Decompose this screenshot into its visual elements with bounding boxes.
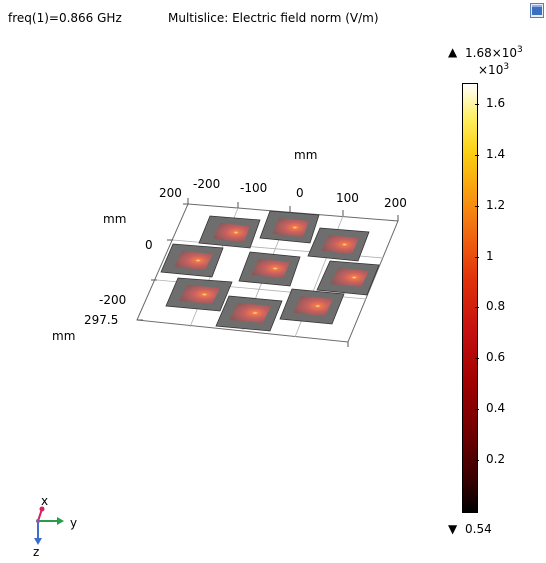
colorbar-min-label: 0.54 <box>465 522 492 536</box>
slice-tile <box>279 288 345 325</box>
min-triangle-icon: ▼ <box>448 522 458 536</box>
y-tick-label: 200 <box>159 186 182 200</box>
slice-tile <box>198 215 261 249</box>
triad-x-label: x <box>41 494 49 508</box>
slice-tile <box>238 251 301 287</box>
x-tick-label: 0 <box>296 186 304 200</box>
max-triangle-icon: ▲ <box>448 45 458 59</box>
tick-marks <box>137 198 399 347</box>
colorbar-tick <box>475 155 479 156</box>
colorbar-tick-label: 1.6 <box>486 96 506 110</box>
colorbar-tick <box>475 307 479 308</box>
slice-tile <box>160 243 224 278</box>
slice-tile <box>307 227 370 262</box>
z-tick-label: 297.5 <box>84 313 119 327</box>
y-tick-label: -200 <box>99 293 127 307</box>
axis-unit-bottom: mm <box>52 329 76 343</box>
colorbar-tick <box>475 460 479 461</box>
colorbar-max-label: 1.68×103 <box>465 45 523 60</box>
colorbar-tick <box>475 206 479 207</box>
window-icon[interactable] <box>530 3 544 18</box>
colorbar-tick <box>475 257 479 258</box>
triad-y-label: y <box>70 516 78 530</box>
slice-row-3 <box>165 277 345 332</box>
x-tick-label: -100 <box>240 181 268 195</box>
orientation-triad <box>34 506 64 545</box>
colorbar-tick-label: 1 <box>486 249 494 263</box>
colorbar <box>462 83 478 513</box>
triad-z-label: z <box>33 545 40 559</box>
axis-unit-left: mm <box>103 212 127 226</box>
slice-tile <box>165 277 233 312</box>
colorbar-tick-label: 0.2 <box>486 452 506 466</box>
x-tick-label: 200 <box>384 196 407 210</box>
colorbar-tick <box>475 358 479 359</box>
colorbar-tick-label: 0.4 <box>486 401 506 415</box>
x-tick-label: 100 <box>336 191 359 205</box>
slice-row-1 <box>198 210 370 262</box>
colorbar-tick <box>475 104 479 105</box>
slice-row-2 <box>160 243 380 296</box>
y-tick-label: 0 <box>145 238 153 252</box>
colorbar-tick-label: 0.8 <box>486 299 506 313</box>
colorbar-tick-label: 0.6 <box>486 350 506 364</box>
colorbar-tick <box>475 409 479 410</box>
colorbar-multiplier: ×103 <box>478 62 510 77</box>
slice-tile <box>215 295 283 332</box>
plot-title: Multislice: Electric field norm (V/m) <box>168 11 379 25</box>
slice-tile <box>259 210 320 244</box>
slice-tile <box>316 260 380 296</box>
axis-unit-top: mm <box>294 148 318 162</box>
frequency-label: freq(1)=0.866 GHz <box>8 11 122 25</box>
x-tick-label: -200 <box>193 177 221 191</box>
colorbar-tick-label: 1.4 <box>486 147 506 161</box>
colorbar-tick-label: 1.2 <box>486 198 506 212</box>
